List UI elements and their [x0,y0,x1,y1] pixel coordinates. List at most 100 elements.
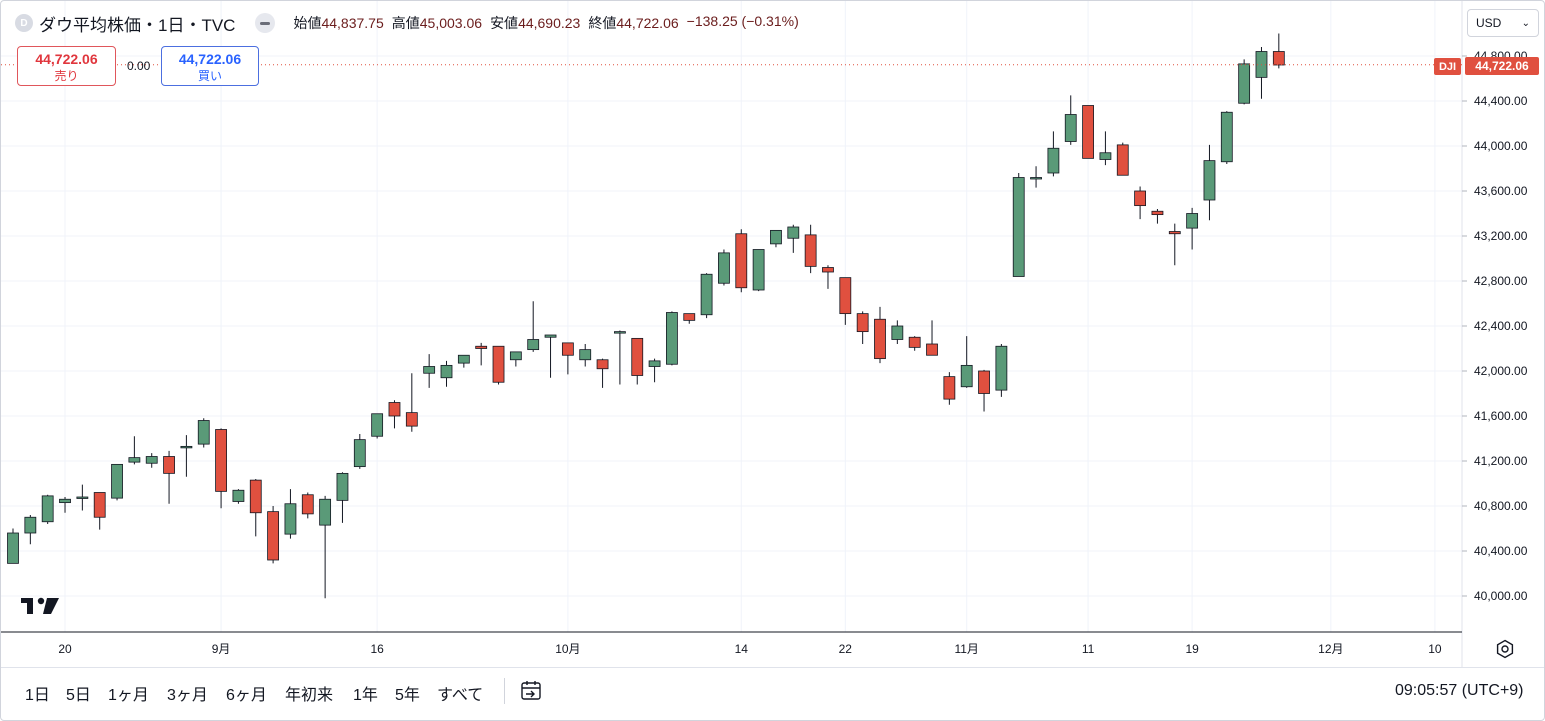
price-axis[interactable]: 44,800.0044,400.0044,000.0043,600.0043,2… [1462,49,1528,603]
candle [319,495,332,599]
candle [1099,131,1112,166]
candle [1030,166,1042,188]
candle [561,342,574,375]
candle-body [752,249,765,291]
candle [926,320,938,356]
candle [284,489,297,539]
calendar-goto-icon[interactable] [519,678,543,702]
clock-timezone[interactable]: 09:05:57 (UTC+9) [1395,682,1524,699]
symbol-price-tag: DJI [1434,58,1461,75]
candle-body [128,457,141,463]
candle-body [614,331,626,334]
range-button[interactable]: 5年 [395,687,420,704]
grid-lines [1,1,1462,632]
candle-body [388,402,401,417]
spread-value: 0.00 [127,59,151,73]
candle-body [1168,231,1181,235]
candle [1082,105,1094,159]
candle-body [197,420,210,445]
range-button[interactable]: 3ヶ月 [167,687,208,704]
candle [457,354,470,368]
collapse-legend-button[interactable] [255,13,276,33]
buy-price: 44,722.06 [178,51,242,67]
candle-body [839,277,852,315]
candle [839,277,852,325]
currency-select[interactable]: USD ⌄ [1467,9,1539,37]
candle [770,229,782,248]
sell-button[interactable]: 44,722.06 売り [17,46,116,86]
range-button[interactable]: 6ヶ月 [226,687,267,704]
candle [128,436,141,465]
candle-body [509,351,522,361]
range-button[interactable]: 1ヶ月 [108,687,149,704]
candle-body [423,366,436,374]
candle [787,224,800,253]
candle [371,413,384,439]
candle [249,479,262,537]
candle-body [1012,177,1025,277]
candle-body [1238,63,1251,104]
candle-body [1272,51,1285,66]
candle-body [579,349,592,361]
candle [440,360,453,387]
range-button[interactable]: 1年 [353,687,378,704]
candle-body [76,496,89,499]
buy-button[interactable]: 44,722.06 買い [161,46,259,86]
settings-icon[interactable] [1495,639,1515,659]
candle-body [249,479,262,514]
candle-body [735,233,748,289]
candle-body [1064,114,1077,142]
ohlc-close: 終値44,722.06 [588,15,679,31]
x-tick-label: 19 [1185,642,1199,656]
candle [475,342,488,366]
candle [631,337,644,385]
y-tick-label: 40,800.00 [1474,499,1528,513]
range-button[interactable]: 1日 [25,687,50,704]
time-axis[interactable]: 20 9月 16 10月 14 22 11月 11 19 12月 10 [58,642,1442,656]
candle-body [596,359,609,370]
symbol-title[interactable]: ダウ平均株価・1日・TVC [39,15,236,35]
candle-body [995,345,1008,391]
candle-body [267,511,280,561]
candle [197,418,210,448]
candle-body [1134,190,1146,207]
candle [215,428,227,509]
tradingview-logo-icon[interactable] [21,595,61,617]
candle-body [926,343,938,356]
candle [856,311,869,344]
candle-body [492,345,505,383]
candle-body [59,498,71,504]
candle [232,489,245,504]
chart-header: D ダウ平均株価・1日・TVC 始値44,837.75 高値45,003.06 … [15,11,799,35]
candle-body [1186,213,1199,229]
candle-body [544,334,557,338]
candle-body [1082,105,1094,159]
candle [1151,209,1164,224]
candle [527,301,540,352]
candle-body [978,370,990,394]
candle-body [1151,210,1164,216]
range-button[interactable]: 5日 [66,687,91,704]
candle-body [527,339,540,351]
candle-body [111,463,123,499]
candle-body [1047,147,1060,174]
x-tick-label: 12月 [1318,642,1343,656]
candle-body [440,364,453,379]
candle [1220,111,1233,164]
candle-body [943,376,956,400]
candle-body [1203,160,1216,201]
candle [1238,59,1251,105]
ohlc-change: −138.25 (−0.31%) [686,13,799,29]
x-tick-label: 11 [1082,642,1095,656]
candle-body [631,337,644,376]
candle-body [1099,152,1112,160]
buy-label: 買い [197,69,222,83]
candle-body [180,445,193,449]
range-button[interactable]: 年初来 [285,687,334,704]
range-button[interactable]: すべて [437,687,484,704]
candle [752,249,765,292]
candle [163,450,175,504]
x-tick-label: 14 [735,642,749,656]
